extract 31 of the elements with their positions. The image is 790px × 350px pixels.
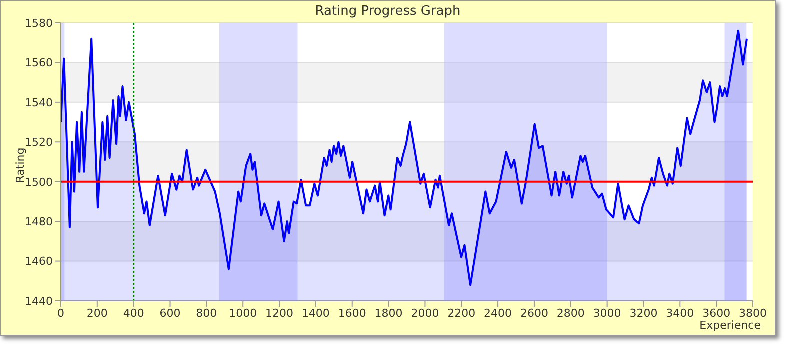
- x-tick-label: 800: [196, 306, 218, 320]
- x-tick-label: 3600: [702, 306, 731, 320]
- x-tick-label: 2400: [484, 306, 512, 320]
- x-tick-label: 400: [123, 306, 144, 320]
- y-tick-label: 1520: [25, 136, 53, 150]
- y-axis-title: Rating: [14, 148, 28, 184]
- x-tick-label: 200: [86, 306, 108, 320]
- chart-title: Rating Progress Graph: [315, 4, 461, 19]
- x-tick-label: 1200: [266, 306, 294, 320]
- y-tick-label: 1500: [25, 176, 53, 189]
- x-tick-label: 0: [58, 306, 64, 320]
- y-tick-label: 1560: [25, 56, 53, 70]
- x-tick-label: 2200: [448, 306, 476, 320]
- x-tick-label: 1000: [229, 306, 258, 320]
- x-tick-label: 1400: [302, 306, 330, 320]
- y-tick-label: 1460: [25, 255, 53, 268]
- x-tick-label: 3000: [593, 306, 622, 320]
- x-tick-label: 2000: [411, 306, 440, 320]
- y-tick-label: 1440: [25, 294, 53, 308]
- y-tick-label: 1540: [25, 96, 53, 110]
- x-tick-label: 1800: [374, 306, 403, 320]
- x-tick-label: 3400: [666, 306, 694, 320]
- y-tick-label: 1580: [25, 16, 53, 30]
- x-tick-label: 600: [160, 306, 181, 320]
- x-tick-label: 3200: [630, 306, 658, 320]
- x-tick-label: 3800: [739, 306, 767, 320]
- y-tick-label: 1480: [25, 215, 53, 228]
- x-axis-title: Experience: [700, 319, 761, 332]
- x-tick-label: 2800: [556, 306, 585, 320]
- x-tick-label: 1600: [338, 306, 366, 320]
- x-tick-label: 2600: [520, 306, 548, 320]
